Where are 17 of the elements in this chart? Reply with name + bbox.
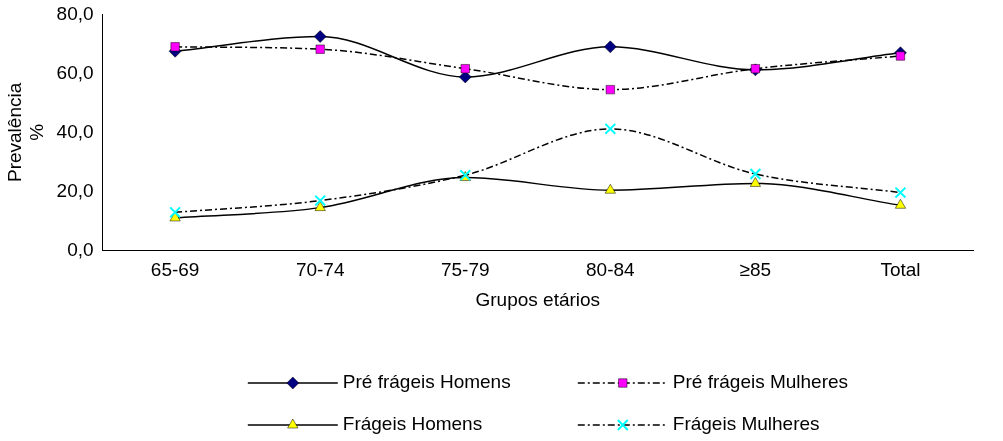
- x-tick-label: 70-74: [295, 259, 345, 281]
- legend-label: Frágeis Homens: [342, 413, 483, 435]
- x-tick-label: 75-79: [440, 259, 490, 281]
- x-axis-title: Grupos etários: [475, 288, 601, 310]
- legend-label: Pré frágeis Mulheres: [672, 371, 849, 393]
- y-tick-label: 80,0: [56, 2, 94, 24]
- x-tick-label: 80-84: [586, 259, 636, 281]
- x-tick-label: Total: [880, 259, 921, 281]
- legend-label: Pré frágeis Homens: [342, 371, 511, 393]
- y-tick-label: 0,0: [67, 238, 94, 260]
- y-axis-title: Prevalência %: [3, 82, 48, 183]
- x-tick-label: 65-69: [150, 259, 200, 281]
- y-tick-label: 20,0: [56, 179, 94, 201]
- y-tick-label: 40,0: [56, 120, 94, 142]
- legend-label: Frágeis Mulheres: [672, 413, 820, 435]
- y-tick-label: 60,0: [56, 61, 94, 83]
- x-tick-label: ≥85: [739, 259, 772, 281]
